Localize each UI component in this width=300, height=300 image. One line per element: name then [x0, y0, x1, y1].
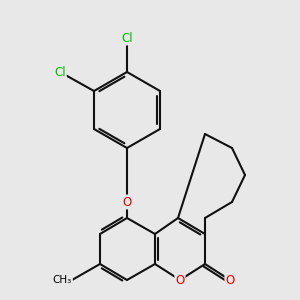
Text: O: O — [122, 196, 132, 208]
Text: Cl: Cl — [54, 65, 66, 79]
Text: O: O — [176, 274, 184, 286]
Text: O: O — [225, 274, 235, 286]
Text: Cl: Cl — [121, 32, 133, 44]
Text: CH₃: CH₃ — [53, 275, 72, 285]
